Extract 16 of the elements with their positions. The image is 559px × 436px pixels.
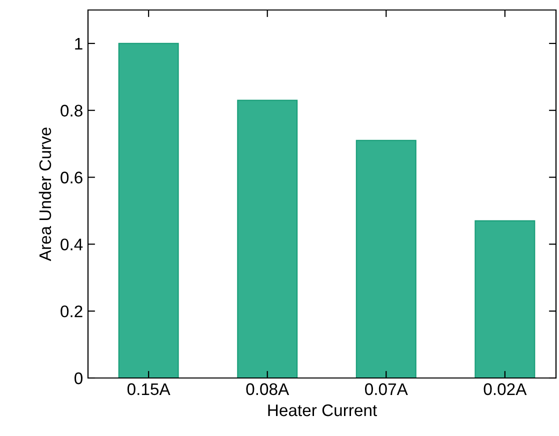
y-tick-label: 0.4 [60, 238, 83, 250]
x-tick-label: 0.07A [365, 383, 408, 396]
y-axis-title: Area Under Curve [38, 128, 52, 262]
x-tick-label: 0.08A [246, 383, 290, 396]
bar [356, 140, 416, 378]
y-tick-label: 0 [74, 372, 82, 384]
bar [118, 42, 179, 378]
y-tick-label: 0.2 [60, 305, 82, 318]
x-tick-label: 0.15A [127, 383, 170, 396]
x-tick-label: 0.02A [484, 383, 527, 396]
y-tick-label: 0.6 [60, 172, 82, 184]
x-axis-title: Heater Current [268, 404, 377, 416]
y-tick-label: 0.8 [60, 104, 82, 117]
bar [474, 220, 536, 378]
bar [237, 100, 298, 378]
y-tick-label: 1 [75, 38, 82, 50]
